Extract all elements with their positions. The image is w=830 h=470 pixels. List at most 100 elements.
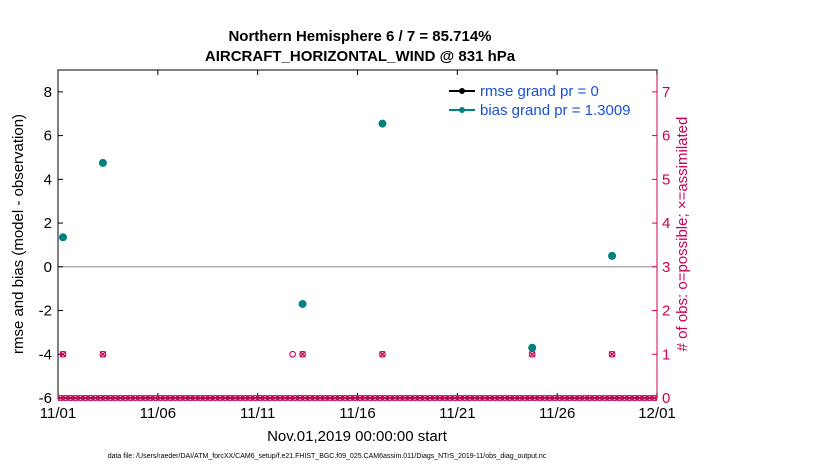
left-tick-label: 2 bbox=[44, 215, 52, 232]
obs-assimilated-zero-marker bbox=[247, 394, 254, 402]
obs-assimilated-zero-marker bbox=[307, 394, 314, 402]
obs-assimilated-point bbox=[59, 351, 67, 358]
obs-possible-zero-marker bbox=[651, 394, 658, 402]
x-axis-ticks: 11/01 11/06 11/11 11/16 11/21 11/26 12/01 bbox=[40, 70, 676, 422]
obs-assimilated-zero-marker bbox=[197, 394, 204, 402]
bias-series bbox=[58, 119, 617, 352]
obs-assimilated-zero-marker bbox=[232, 394, 239, 402]
x-tick-label: 11/21 bbox=[439, 405, 475, 422]
obs-assimilated-zero-marker bbox=[501, 394, 508, 402]
obs-assimilated-zero-marker bbox=[332, 394, 339, 402]
right-tick-label: 6 bbox=[662, 128, 670, 145]
obs-assimilated-zero-marker bbox=[162, 394, 169, 402]
obs-assimilated-zero-marker bbox=[177, 394, 184, 402]
legend-rmse-label: rmse grand pr = 0 bbox=[480, 83, 599, 100]
obs-assimilated-zero-marker bbox=[147, 394, 154, 402]
obs-assimilated-zero-marker bbox=[292, 394, 299, 402]
obs-assimilated-zero-marker bbox=[107, 394, 114, 402]
obs-assimilated-zero-marker bbox=[571, 394, 578, 402]
obs-assimilated-zero-marker bbox=[616, 394, 623, 402]
obs-assimilated-zero-marker bbox=[72, 394, 79, 402]
left-tick-label: -2 bbox=[39, 303, 52, 320]
obs-assimilated-zero-marker bbox=[287, 394, 294, 402]
x-axis-label: Nov.01,2019 00:00:00 start bbox=[267, 428, 448, 445]
obs-assimilated-zero-marker bbox=[561, 394, 568, 402]
obs-assimilated-zero-marker bbox=[641, 394, 648, 402]
obs-assimilated-zero-marker bbox=[486, 394, 493, 402]
obs-assimilated-zero-marker bbox=[426, 394, 433, 402]
obs-assimilated-zero-marker bbox=[371, 394, 378, 402]
left-tick-label: 8 bbox=[44, 84, 52, 101]
obs-assimilated-zero-marker bbox=[456, 394, 463, 402]
obs-assimilated-zero-marker bbox=[506, 394, 513, 402]
obs-assimilated-zero-marker bbox=[591, 394, 598, 402]
obs-assimilated-zero-marker bbox=[252, 394, 259, 402]
obs-assimilated-zero-marker bbox=[117, 394, 124, 402]
obs-assimilated-zero-marker bbox=[376, 394, 383, 402]
obs-assimilated-zero-marker bbox=[207, 394, 214, 402]
left-tick-label: 6 bbox=[44, 128, 52, 145]
y-axis-label-right: # of obs: o=possible; ×=assimilated bbox=[674, 117, 691, 352]
left-tick-label: -4 bbox=[39, 346, 52, 363]
obs-assimilated-zero-marker bbox=[212, 394, 219, 402]
obs-assimilated-zero-marker bbox=[77, 394, 84, 402]
obs-assimilated-point bbox=[299, 351, 306, 358]
obs-assimilated-zero-marker bbox=[516, 394, 523, 402]
legend: rmse grand pr = 0 bias grand pr = 1.3009 bbox=[449, 83, 631, 119]
obs-assimilated-zero-marker bbox=[57, 394, 64, 402]
obs-assimilated-zero-marker bbox=[556, 394, 563, 402]
obs-assimilated-zero-marker bbox=[341, 394, 349, 402]
obs-assimilated-zero-marker bbox=[67, 394, 74, 402]
obs-assimilated-zero-marker bbox=[391, 394, 398, 402]
plot-area bbox=[57, 69, 658, 399]
obs-assimilated-zero-marker bbox=[157, 394, 164, 402]
obs-assimilated-zero-marker bbox=[636, 394, 643, 402]
obs-assimilated-zero-marker bbox=[132, 394, 139, 402]
chart-title-line1: Northern Hemisphere 6 / 7 = 85.714% bbox=[228, 28, 491, 45]
obs-assimilated-zero-marker bbox=[526, 394, 533, 402]
right-tick-label: 7 bbox=[662, 84, 670, 101]
obs-assimilated-zero-marker bbox=[626, 394, 633, 402]
obs-possible-point bbox=[59, 350, 67, 358]
obs-assimilated-zero-marker bbox=[327, 394, 334, 402]
obs-assimilated-zero-marker bbox=[267, 394, 274, 402]
obs-assimilated-zero-marker bbox=[137, 394, 144, 402]
obs-assimilated-zero-marker bbox=[242, 394, 249, 402]
obs-assimilated-zero-marker bbox=[97, 394, 104, 402]
obs-assimilated-zero-marker bbox=[222, 394, 229, 402]
obs-assimilated-zero-marker bbox=[277, 394, 284, 402]
obs-assimilated-zero-marker bbox=[257, 394, 264, 402]
obs-assimilated-zero-marker bbox=[152, 394, 159, 402]
right-tick-label: 2 bbox=[662, 303, 670, 320]
bias-point bbox=[378, 119, 387, 128]
obs-assimilated-zero-marker bbox=[481, 394, 488, 402]
obs-assimilated-zero-marker bbox=[381, 394, 388, 402]
obs-assimilated-zero-marker bbox=[262, 394, 269, 402]
obs-assimilated-zero-marker bbox=[566, 394, 573, 402]
x-tick-label: 11/06 bbox=[140, 405, 176, 422]
obs-assimilated-zero-marker bbox=[576, 394, 583, 402]
obs-possible-point bbox=[99, 350, 107, 358]
obs-assimilated-zero-marker bbox=[87, 394, 94, 402]
obs-assimilated-zero-marker bbox=[322, 394, 329, 402]
obs-assimilated-zero-marker bbox=[606, 394, 613, 402]
obs-assimilated-zero-marker bbox=[536, 394, 543, 402]
chart-title-line2: AIRCRAFT_HORIZONTAL_WIND @ 831 hPa bbox=[205, 48, 516, 65]
obs-assimilated-zero-marker bbox=[122, 394, 129, 402]
obs-assimilated-zero-marker bbox=[272, 394, 279, 402]
obs-assimilated-zero-marker bbox=[471, 394, 478, 402]
right-tick-label: 5 bbox=[662, 171, 670, 188]
obs-assimilated-zero-marker bbox=[411, 394, 418, 402]
right-tick-label: 1 bbox=[662, 346, 670, 363]
obs-assimilated-zero-marker bbox=[601, 394, 608, 402]
right-tick-label: 4 bbox=[662, 215, 670, 232]
obs-assimilated-zero-marker bbox=[401, 394, 408, 402]
obs-zero-markers bbox=[57, 394, 658, 402]
obs-assimilated-zero-marker bbox=[312, 394, 319, 402]
obs-assimilated-zero-marker bbox=[431, 394, 438, 402]
obs-assimilated-zero-marker bbox=[581, 394, 588, 402]
obs-assimilated-zero-marker bbox=[142, 394, 149, 402]
obs-assimilated-zero-marker bbox=[127, 394, 134, 402]
obs-assimilated-zero-marker bbox=[396, 394, 403, 402]
